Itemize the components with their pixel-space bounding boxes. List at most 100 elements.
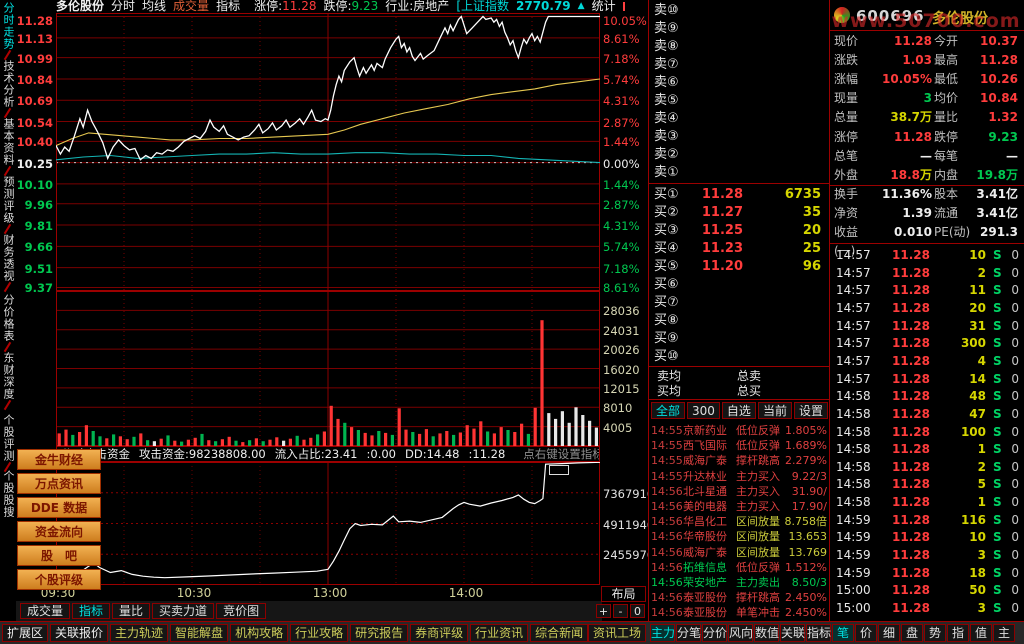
sidebar-tab-1[interactable]: 分时走势 (2, 2, 15, 50)
alert-row[interactable]: 14:56 华帝股份 区间放量 13.653 (651, 530, 827, 544)
indicator-tab-3[interactable]: 量比 (112, 603, 151, 619)
bid-row-7[interactable]: 买⑦ (654, 295, 679, 310)
indicator-hint[interactable]: 点右键设置指标 (523, 447, 600, 461)
tick-list[interactable]: 14:57 11.28 10 S 0 14:57 11.28 2 S 0 14:57 11.28 11 S… (830, 247, 1024, 621)
alert-row[interactable]: 14:56 威海广泰 区间放量 13.769 (651, 545, 827, 559)
statusbar-item-6[interactable]: 行业攻略 (290, 624, 349, 642)
sidebar-tab-6[interactable]: 分价格表 (2, 294, 15, 342)
alert-row[interactable]: 14:56 北斗星通 主力买入 31.90/ (651, 484, 827, 498)
mid-tab-6[interactable]: 关联 (780, 624, 806, 642)
indicator-tab-2[interactable]: 指标 (72, 603, 111, 619)
attack-fund-chart[interactable] (55, 461, 601, 585)
bid-row-10[interactable]: 买⑩ (654, 349, 679, 364)
ask-row-8[interactable]: 卖⑧ (654, 39, 679, 54)
alert-row[interactable]: 14:55 京新药业 低位反弹 1.805% (651, 424, 827, 437)
sidebar-tab-3[interactable]: 基本资料 (2, 118, 15, 166)
alert-tab-2[interactable]: 300 (687, 402, 720, 419)
chart-menu-item-3[interactable]: 成交量 (173, 0, 210, 13)
chart-menu-item-2[interactable]: 均线 (142, 0, 167, 13)
alert-row[interactable]: 14:55 威海广泰 撑杆跳高 2.279% (651, 454, 827, 468)
quick-button-4[interactable]: 资金流向 (17, 521, 101, 542)
right-tab-5[interactable]: 势 (924, 624, 946, 642)
indicator-tab-1[interactable]: 成交量 (20, 603, 71, 619)
ask-row-2[interactable]: 卖② (654, 147, 679, 162)
indicator-tab-4[interactable]: 买卖力道 (152, 603, 215, 619)
alert-row[interactable]: 14:55 升达林业 主力买入 9.22/3 (651, 469, 827, 483)
window-icon[interactable] (622, 2, 625, 11)
bid-row-6[interactable]: 买⑥ (654, 277, 679, 292)
alert-tab-5[interactable]: 设置 (793, 402, 828, 419)
quick-button-5[interactable]: 股 吧 (17, 545, 101, 566)
right-tab-1[interactable]: 笔 (832, 624, 854, 642)
bid-row-3[interactable]: 买③ 11.25 20 (654, 223, 821, 238)
mid-tab-3[interactable]: 分价 (702, 624, 728, 642)
zoom-button--[interactable]: - (613, 604, 628, 618)
ask-row-10[interactable]: 卖⑩ (654, 3, 679, 18)
alert-row[interactable]: 14:56 美的电器 主力买入 17.90/ (651, 500, 827, 513)
stats-button[interactable]: 统计 (591, 0, 616, 13)
layout-button[interactable]: 布局 (601, 586, 646, 602)
index-label[interactable]: [上证指数 (456, 0, 509, 13)
statusbar-item-4[interactable]: 智能解盘 (170, 624, 229, 642)
right-tab-3[interactable]: 细 (878, 624, 900, 642)
mid-tab-1[interactable]: 主力 (650, 624, 676, 642)
mid-tab-4[interactable]: 风向 (728, 624, 754, 642)
zoom-button-0[interactable]: 0 (630, 604, 645, 618)
ask-row-7[interactable]: 卖⑦ (654, 57, 679, 72)
quick-button-3[interactable]: DDE 数据 (17, 497, 101, 518)
alert-row[interactable]: 14:56 拓维信息 低位反弹 1.512% (651, 560, 827, 574)
ask-row-9[interactable]: 卖⑨ (654, 21, 679, 36)
alert-row[interactable]: 14:55 西飞国际 低位反弹 1.689% (651, 439, 827, 453)
mid-tab-7[interactable]: 指标 (806, 624, 832, 642)
alert-tab-3[interactable]: 自选 (721, 402, 756, 419)
alert-tab-1[interactable]: 全部 (651, 402, 686, 419)
right-tab-2[interactable]: 价 (855, 624, 877, 642)
bid-row-1[interactable]: 买① 11.28 6735 (654, 187, 821, 202)
indicator-box[interactable] (549, 465, 569, 475)
volume-chart[interactable] (56, 291, 600, 446)
sidebar-tab-7[interactable]: 东财深度 (2, 352, 15, 400)
sidebar-tab-9[interactable]: 个股股搜 (2, 470, 15, 518)
bid-row-9[interactable]: 买⑨ (654, 331, 679, 346)
statusbar-item-3[interactable]: 主力轨迹 (110, 624, 169, 642)
ask-row-1[interactable]: 卖① (654, 165, 679, 180)
right-tab-4[interactable]: 盘 (901, 624, 923, 642)
ask-row-3[interactable]: 卖③ (654, 129, 679, 144)
quick-button-2[interactable]: 万点资讯 (17, 473, 101, 494)
bid-row-5[interactable]: 买⑤ 11.20 96 (654, 259, 821, 274)
news-workshop-button[interactable]: 资讯工场 (588, 624, 647, 642)
right-tab-8[interactable]: 主 (993, 624, 1015, 642)
chart-menu-item-1[interactable]: 分时 (111, 0, 136, 13)
ask-row-6[interactable]: 卖⑥ (654, 75, 679, 90)
statusbar-item-7[interactable]: 研究报告 (350, 624, 409, 642)
mid-tab-5[interactable]: 数值 (754, 624, 780, 642)
ask-row-5[interactable]: 卖⑤ (654, 93, 679, 108)
sidebar-tab-4[interactable]: 预测评级 (2, 176, 15, 224)
statusbar-item-9[interactable]: 行业资讯 (470, 624, 529, 642)
quick-button-1[interactable]: 金牛财经 (17, 449, 101, 470)
statusbar-item-8[interactable]: 券商评级 (410, 624, 469, 642)
alert-row[interactable]: 14:56 荣安地产 主力卖出 8.50/3 (651, 576, 827, 589)
statusbar-item-5[interactable]: 机构攻略 (230, 624, 289, 642)
chart-menu-item-4[interactable]: 指标 (216, 0, 241, 13)
alert-tab-4[interactable]: 当前 (757, 402, 792, 419)
bid-row-2[interactable]: 买② 11.27 35 (654, 205, 821, 220)
indicator-tab-5[interactable]: 竞价图 (216, 603, 267, 619)
industry-field[interactable]: 行业:房地产 (385, 0, 450, 13)
bid-row-4[interactable]: 买④ 11.23 25 (654, 241, 821, 256)
bid-row-8[interactable]: 买⑧ (654, 313, 679, 328)
statusbar-item-2[interactable]: 关联报价 (50, 624, 109, 642)
mid-tab-2[interactable]: 分笔 (676, 624, 702, 642)
ask-row-4[interactable]: 卖④ (654, 111, 679, 126)
right-tab-7[interactable]: 值 (970, 624, 992, 642)
sidebar-tab-8[interactable]: 个股评测 (2, 414, 15, 462)
zoom-button-+[interactable]: + (596, 604, 611, 618)
alert-row[interactable]: 14:56 华昌化工 区间放量 8.758倍 (651, 515, 827, 529)
sidebar-tab-2[interactable]: 技术分析 (2, 60, 15, 108)
alert-row[interactable]: 14:56 泰亚股份 单笔冲击 2.450% (651, 606, 827, 620)
right-tab-6[interactable]: 指 (947, 624, 969, 642)
statusbar-item-1[interactable]: 扩展区 (2, 624, 49, 642)
statusbar-item-10[interactable]: 综合新闻 (530, 624, 589, 642)
sidebar-tab-5[interactable]: 财务透视 (2, 234, 15, 282)
intraday-price-chart[interactable] (55, 13, 601, 291)
